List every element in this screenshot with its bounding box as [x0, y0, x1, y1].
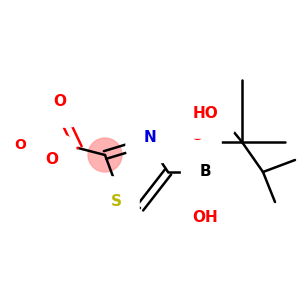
Text: O: O: [53, 94, 67, 110]
Circle shape: [131, 125, 165, 159]
Text: N: N: [144, 130, 156, 146]
Text: B: B: [199, 164, 211, 179]
Text: O: O: [14, 138, 26, 152]
Text: OH: OH: [192, 211, 218, 226]
Text: S: S: [110, 194, 122, 209]
Text: O: O: [190, 128, 203, 143]
Text: O: O: [46, 152, 59, 167]
Circle shape: [88, 138, 122, 172]
Text: HO: HO: [193, 106, 219, 121]
